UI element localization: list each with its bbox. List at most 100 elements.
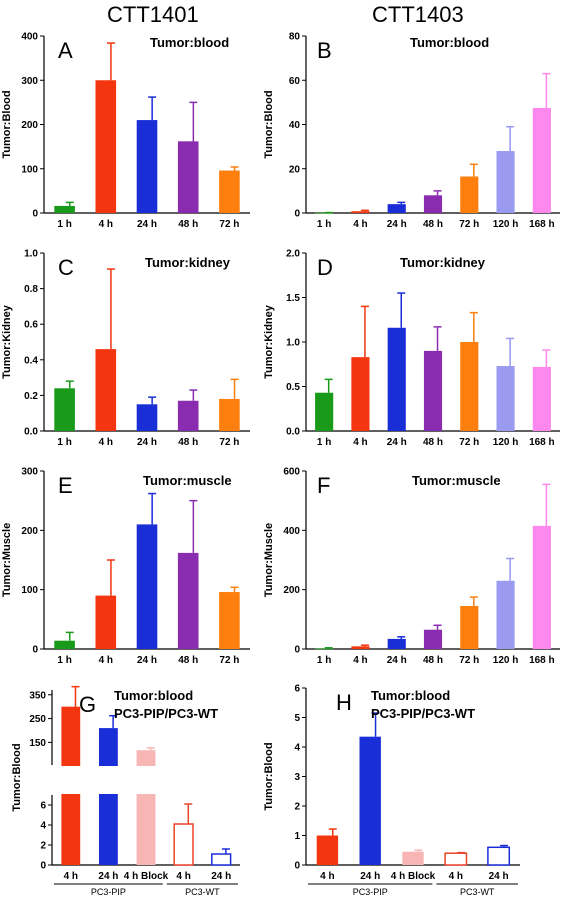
x-tick-label: 4 h — [449, 871, 463, 882]
x-tick-label: 72 h — [459, 437, 479, 448]
y-tick-label: 2 — [294, 802, 300, 813]
panel-title: Tumor:blood — [150, 35, 229, 50]
panel-title: Tumor:blood — [371, 688, 450, 703]
bar — [95, 349, 117, 431]
x-tick-label: 4 h — [353, 219, 367, 230]
bar — [387, 327, 406, 431]
x-tick-label: 48 h — [423, 437, 443, 448]
panel-d: 0.0 0.5 1.0 1.5 2.0 Tumor:Kidney 1 h 4 h 24 h 48 … — [263, 249, 560, 448]
x-tick-label: 48 h — [423, 219, 443, 230]
x-tick-label: 168 h — [529, 219, 555, 230]
x-tick-label: 24 h — [137, 219, 157, 230]
x-tick-label: 4 h Block — [124, 871, 169, 882]
panel-title: Tumor:kidney — [145, 255, 231, 270]
bar — [136, 404, 158, 431]
axis-break-gap — [53, 766, 241, 794]
bar — [496, 580, 515, 649]
bar — [219, 592, 240, 649]
x-tick-label: 4 h — [353, 655, 367, 666]
x-tick-label: 1 h — [317, 219, 331, 230]
x-tick-label: 72 h — [459, 219, 479, 230]
bar — [532, 525, 551, 649]
y-tick-label: 1.0 — [24, 249, 38, 260]
x-tick-label: 72 h — [219, 655, 239, 666]
bar — [444, 852, 468, 866]
panel-letter: D — [317, 255, 333, 280]
y-tick-label: 2.0 — [286, 249, 300, 260]
x-tick-label: 120 h — [493, 655, 519, 666]
panel-c: 0.0 0.2 0.4 0.6 0.8 1.0 Tumor:Kidney 1 h 4 h 24 h… — [1, 249, 250, 448]
bar — [423, 350, 443, 431]
x-tick-label: 4 h — [99, 655, 113, 666]
bar — [95, 595, 117, 649]
bar — [351, 357, 370, 431]
y-tick-label: 150 — [29, 738, 46, 749]
bar — [54, 388, 75, 431]
x-tick-label: 24 h — [137, 437, 157, 448]
x-tick-label: 72 h — [219, 437, 239, 448]
group-label: PC3-WT — [185, 887, 220, 897]
bar — [136, 524, 158, 649]
x-tick-label: 1 h — [57, 437, 71, 448]
y-tick-label: 0.5 — [286, 382, 300, 393]
y-tick-label: 40 — [289, 120, 301, 131]
bar — [173, 823, 194, 866]
y-tick-label: 6 — [40, 801, 46, 812]
y-tick-label: 300 — [21, 467, 38, 478]
x-tick-label: 24 h — [387, 655, 407, 666]
x-tick-label: 24 h — [137, 655, 157, 666]
y-tick-label: 200 — [283, 585, 300, 596]
panel-letter: H — [336, 690, 352, 715]
panel-letter: C — [58, 255, 74, 280]
panel-title: Tumor:kidney — [400, 255, 486, 270]
x-tick-label: 48 h — [178, 219, 198, 230]
y-tick-label: 0.0 — [286, 427, 300, 438]
y-axis-label: Tumor:Blood — [263, 742, 275, 810]
bar — [402, 851, 424, 865]
y-tick-label: 0 — [40, 861, 46, 872]
x-tick-label: 4 h — [176, 871, 190, 882]
x-tick-label: 24 h — [387, 437, 407, 448]
y-tick-label: 1.5 — [286, 293, 300, 304]
x-tick-label: 48 h — [178, 437, 198, 448]
x-tick-label: 120 h — [493, 437, 519, 448]
y-tick-label: 0.4 — [24, 355, 38, 366]
y-tick-label: 6 — [294, 684, 300, 695]
bar — [219, 170, 240, 213]
x-tick-label: 4 h — [353, 437, 367, 448]
panel-letter: G — [79, 692, 96, 717]
y-axis-label: Tumor:Muscle — [263, 523, 275, 597]
x-tick-label: 1 h — [57, 219, 71, 230]
x-tick-label: 24 h — [387, 219, 407, 230]
group-label: PC3-PIP — [91, 887, 126, 897]
x-tick-label: 4 h Block — [391, 871, 436, 882]
x-tick-label: 72 h — [219, 219, 239, 230]
y-tick-label: 400 — [21, 32, 38, 43]
bar — [54, 640, 75, 649]
bar — [136, 120, 158, 213]
bar — [532, 366, 551, 431]
y-tick-label: 100 — [21, 164, 38, 175]
y-axis-label: Tumor:Kidney — [1, 304, 13, 379]
x-tick-label: 120 h — [493, 219, 519, 230]
group-label: PC3-PIP — [353, 887, 388, 897]
group-label: PC3-WT — [460, 887, 495, 897]
bar — [99, 728, 118, 865]
x-tick-label: 4 h — [320, 871, 334, 882]
panel-h: 0 1 2 3 4 5 6 Tumor:Blood 4 h 24 h 4 h Block 4 h 24 … — [263, 684, 520, 897]
panel-title: Tumor:blood — [114, 688, 193, 703]
x-tick-label: 48 h — [423, 655, 443, 666]
bar — [387, 204, 406, 213]
x-tick-label: 1 h — [57, 655, 71, 666]
bar — [460, 176, 479, 213]
y-tick-label: 600 — [283, 467, 300, 478]
bar — [487, 846, 511, 866]
bar — [496, 151, 515, 213]
y-tick-label: 300 — [21, 76, 38, 87]
y-tick-label: 1.0 — [286, 338, 300, 349]
bar — [351, 646, 370, 649]
x-tick-label: 72 h — [459, 655, 479, 666]
bar — [177, 400, 199, 431]
